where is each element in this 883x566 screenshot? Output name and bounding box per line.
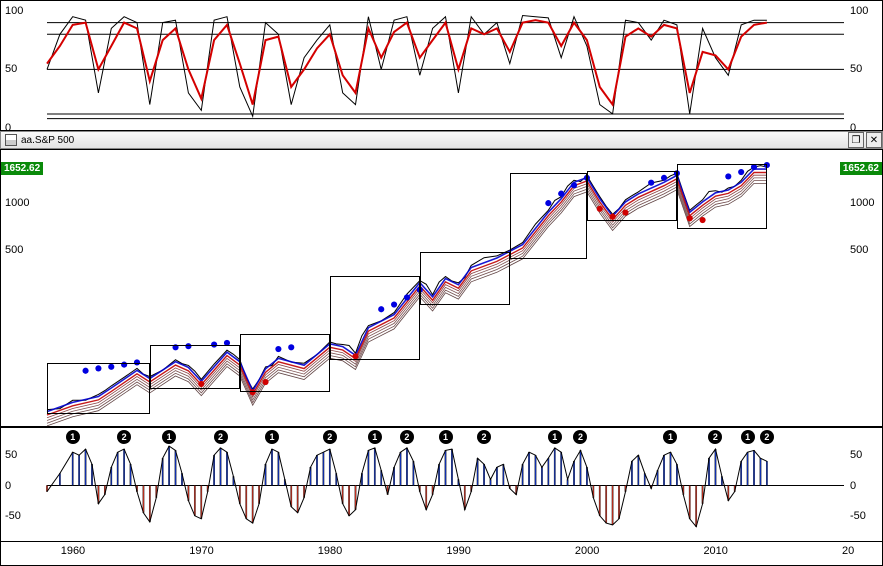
wave-marker: 2 (214, 430, 228, 444)
wave-marker: 1 (368, 430, 382, 444)
price-panel: 1652.62 1652.62 50050010001000 (0, 149, 883, 427)
wave-marker: 1 (66, 430, 80, 444)
wave-marker: 1 (265, 430, 279, 444)
x-axis: 19601970198019902000201020 (0, 542, 883, 566)
oscillator-chart (1, 1, 883, 132)
cycle-box (47, 363, 150, 414)
cycle-box (150, 345, 240, 389)
cycle-box (420, 252, 510, 305)
close-button[interactable]: ✕ (866, 132, 882, 148)
wave-marker: 2 (323, 430, 337, 444)
wave-marker: 2 (400, 430, 414, 444)
histogram-chart (1, 428, 883, 543)
wave-marker: 1 (548, 430, 562, 444)
wave-marker: 1 (741, 430, 755, 444)
wave-marker: 1 (439, 430, 453, 444)
cycle-box (510, 173, 587, 259)
wave-marker: 2 (477, 430, 491, 444)
wave-marker: 1 (162, 430, 176, 444)
cycle-box (587, 171, 677, 221)
histogram-panel: 1212121212121212 -50-50005050 (0, 427, 883, 542)
chart-titlebar: aa.S&P 500 ❐ ✕ (0, 131, 883, 149)
oscillator-panel-top: 050100050100 (0, 0, 883, 131)
maximize-button[interactable]: ❐ (848, 132, 864, 148)
cycle-box (240, 334, 330, 392)
cycle-box (330, 276, 420, 359)
wave-marker: 2 (760, 430, 774, 444)
window-icon (5, 134, 17, 146)
cycle-box (677, 164, 767, 229)
chart-title: aa.S&P 500 (21, 135, 74, 146)
